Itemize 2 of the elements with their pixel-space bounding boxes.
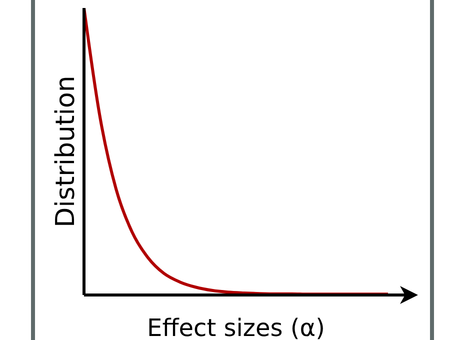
y-axis-title: Distribution (51, 76, 81, 228)
x-axis-title: Effect sizes (α) (147, 314, 325, 340)
